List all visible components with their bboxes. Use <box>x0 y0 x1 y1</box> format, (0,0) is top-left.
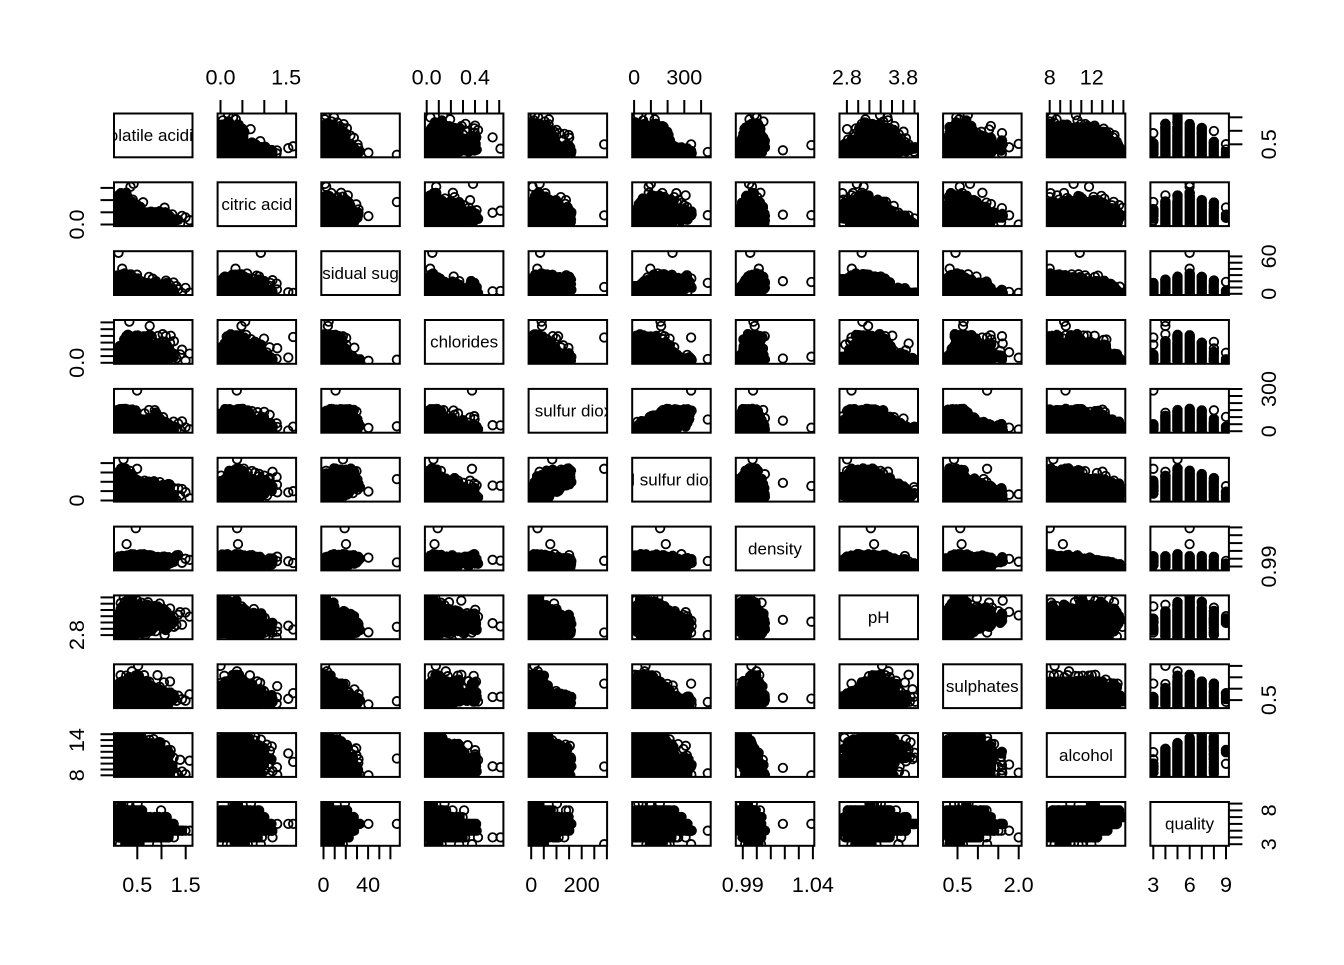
svg-text:14: 14 <box>64 728 89 752</box>
svg-text:volatile acidity: volatile acidity <box>100 126 206 145</box>
svg-text:0.5: 0.5 <box>1256 685 1281 715</box>
svg-text:0.0: 0.0 <box>412 65 442 90</box>
svg-text:0: 0 <box>628 65 640 90</box>
svg-text:1.5: 1.5 <box>171 872 201 897</box>
svg-text:0.5: 0.5 <box>1256 129 1281 159</box>
svg-text:2.0: 2.0 <box>1004 872 1034 897</box>
svg-text:300: 300 <box>1256 371 1281 407</box>
svg-text:density: density <box>748 539 802 558</box>
svg-text:1.5: 1.5 <box>271 65 301 90</box>
svg-text:6: 6 <box>1184 872 1196 897</box>
svg-text:0: 0 <box>525 872 537 897</box>
svg-text:0: 0 <box>1256 288 1281 300</box>
svg-text:200: 200 <box>564 872 600 897</box>
svg-text:2.8: 2.8 <box>832 65 862 90</box>
svg-text:total sulfur dioxide: total sulfur dioxide <box>603 471 740 490</box>
svg-text:0.0: 0.0 <box>205 65 235 90</box>
svg-text:0.0: 0.0 <box>64 348 89 378</box>
svg-text:3: 3 <box>1147 872 1159 897</box>
svg-text:0.5: 0.5 <box>122 872 152 897</box>
svg-text:0.99: 0.99 <box>722 872 764 897</box>
svg-text:300: 300 <box>666 65 702 90</box>
svg-text:citric acid: citric acid <box>221 195 292 214</box>
svg-text:12: 12 <box>1080 65 1104 90</box>
svg-text:40: 40 <box>356 872 380 897</box>
svg-text:pH: pH <box>868 608 890 627</box>
svg-text:9: 9 <box>1220 872 1232 897</box>
svg-text:2.8: 2.8 <box>64 620 89 650</box>
svg-text:sulphates: sulphates <box>946 677 1019 696</box>
svg-text:8: 8 <box>1256 804 1281 816</box>
svg-text:60: 60 <box>1256 244 1281 268</box>
svg-text:0.5: 0.5 <box>942 872 972 897</box>
svg-text:chlorides: chlorides <box>430 333 498 352</box>
svg-text:0.4: 0.4 <box>460 65 490 90</box>
svg-text:alcohol: alcohol <box>1059 746 1113 765</box>
svg-text:free sulfur dioxide: free sulfur dioxide <box>501 402 635 421</box>
svg-text:0.0: 0.0 <box>64 209 89 239</box>
svg-text:8: 8 <box>1044 65 1056 90</box>
svg-text:1.04: 1.04 <box>792 872 834 897</box>
svg-text:0: 0 <box>1256 425 1281 437</box>
svg-text:residual sugar: residual sugar <box>307 264 414 283</box>
svg-text:3: 3 <box>1256 838 1281 850</box>
svg-text:0.99: 0.99 <box>1256 545 1281 587</box>
svg-text:0: 0 <box>317 872 329 897</box>
svg-text:3.8: 3.8 <box>888 65 918 90</box>
svg-text:quality: quality <box>1165 815 1215 834</box>
svg-text:0: 0 <box>64 494 89 506</box>
svg-text:8: 8 <box>64 769 89 781</box>
